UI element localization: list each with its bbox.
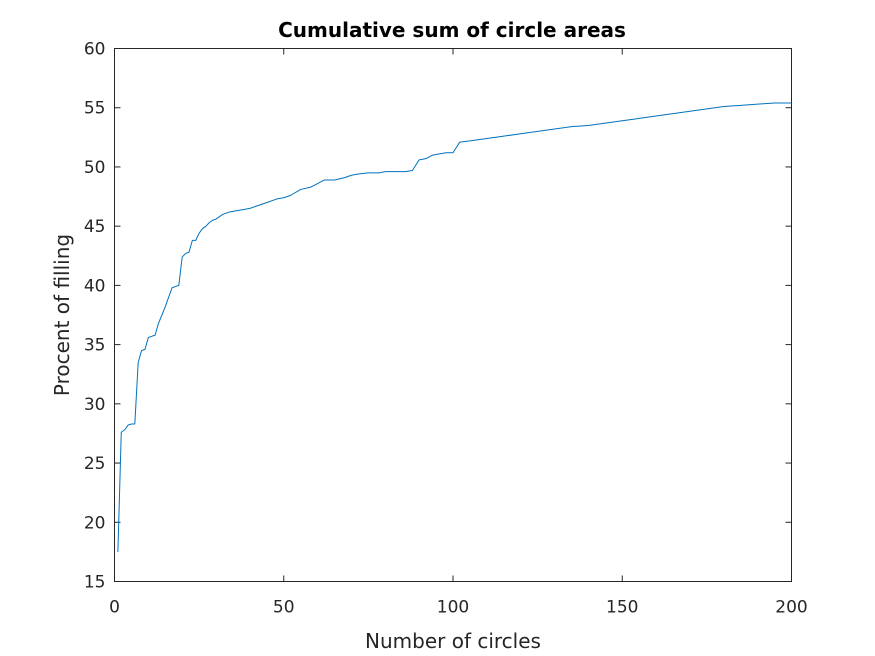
x-tick-label: 100 [437, 598, 469, 618]
x-tick-label: 200 [775, 598, 807, 618]
series-line [117, 102, 792, 552]
y-tick-label: 15 [84, 573, 106, 593]
y-tick-label: 40 [84, 276, 106, 296]
y-tick-label: 60 [84, 40, 106, 60]
y-axis-label: Procent of filling [50, 234, 74, 396]
y-tick-label: 50 [84, 158, 106, 178]
x-axis-label: Number of circles [365, 629, 541, 653]
chart-title: Cumulative sum of circle areas [278, 18, 626, 42]
plot-area [114, 48, 792, 582]
x-tick-label: 150 [606, 598, 638, 618]
y-tick-label: 35 [84, 336, 106, 356]
x-axis: 0 50 100 150 200 [109, 48, 808, 618]
y-tick-label: 20 [84, 513, 106, 533]
y-tick-label: 30 [84, 395, 106, 415]
y-tick-label: 25 [84, 454, 106, 474]
y-tick-label: 45 [84, 217, 106, 237]
x-tick-label: 50 [273, 598, 295, 618]
y-tick-label: 55 [84, 99, 106, 119]
x-tick-label: 0 [109, 598, 120, 618]
y-axis: 15 20 25 30 35 40 45 50 55 60 [84, 40, 792, 593]
